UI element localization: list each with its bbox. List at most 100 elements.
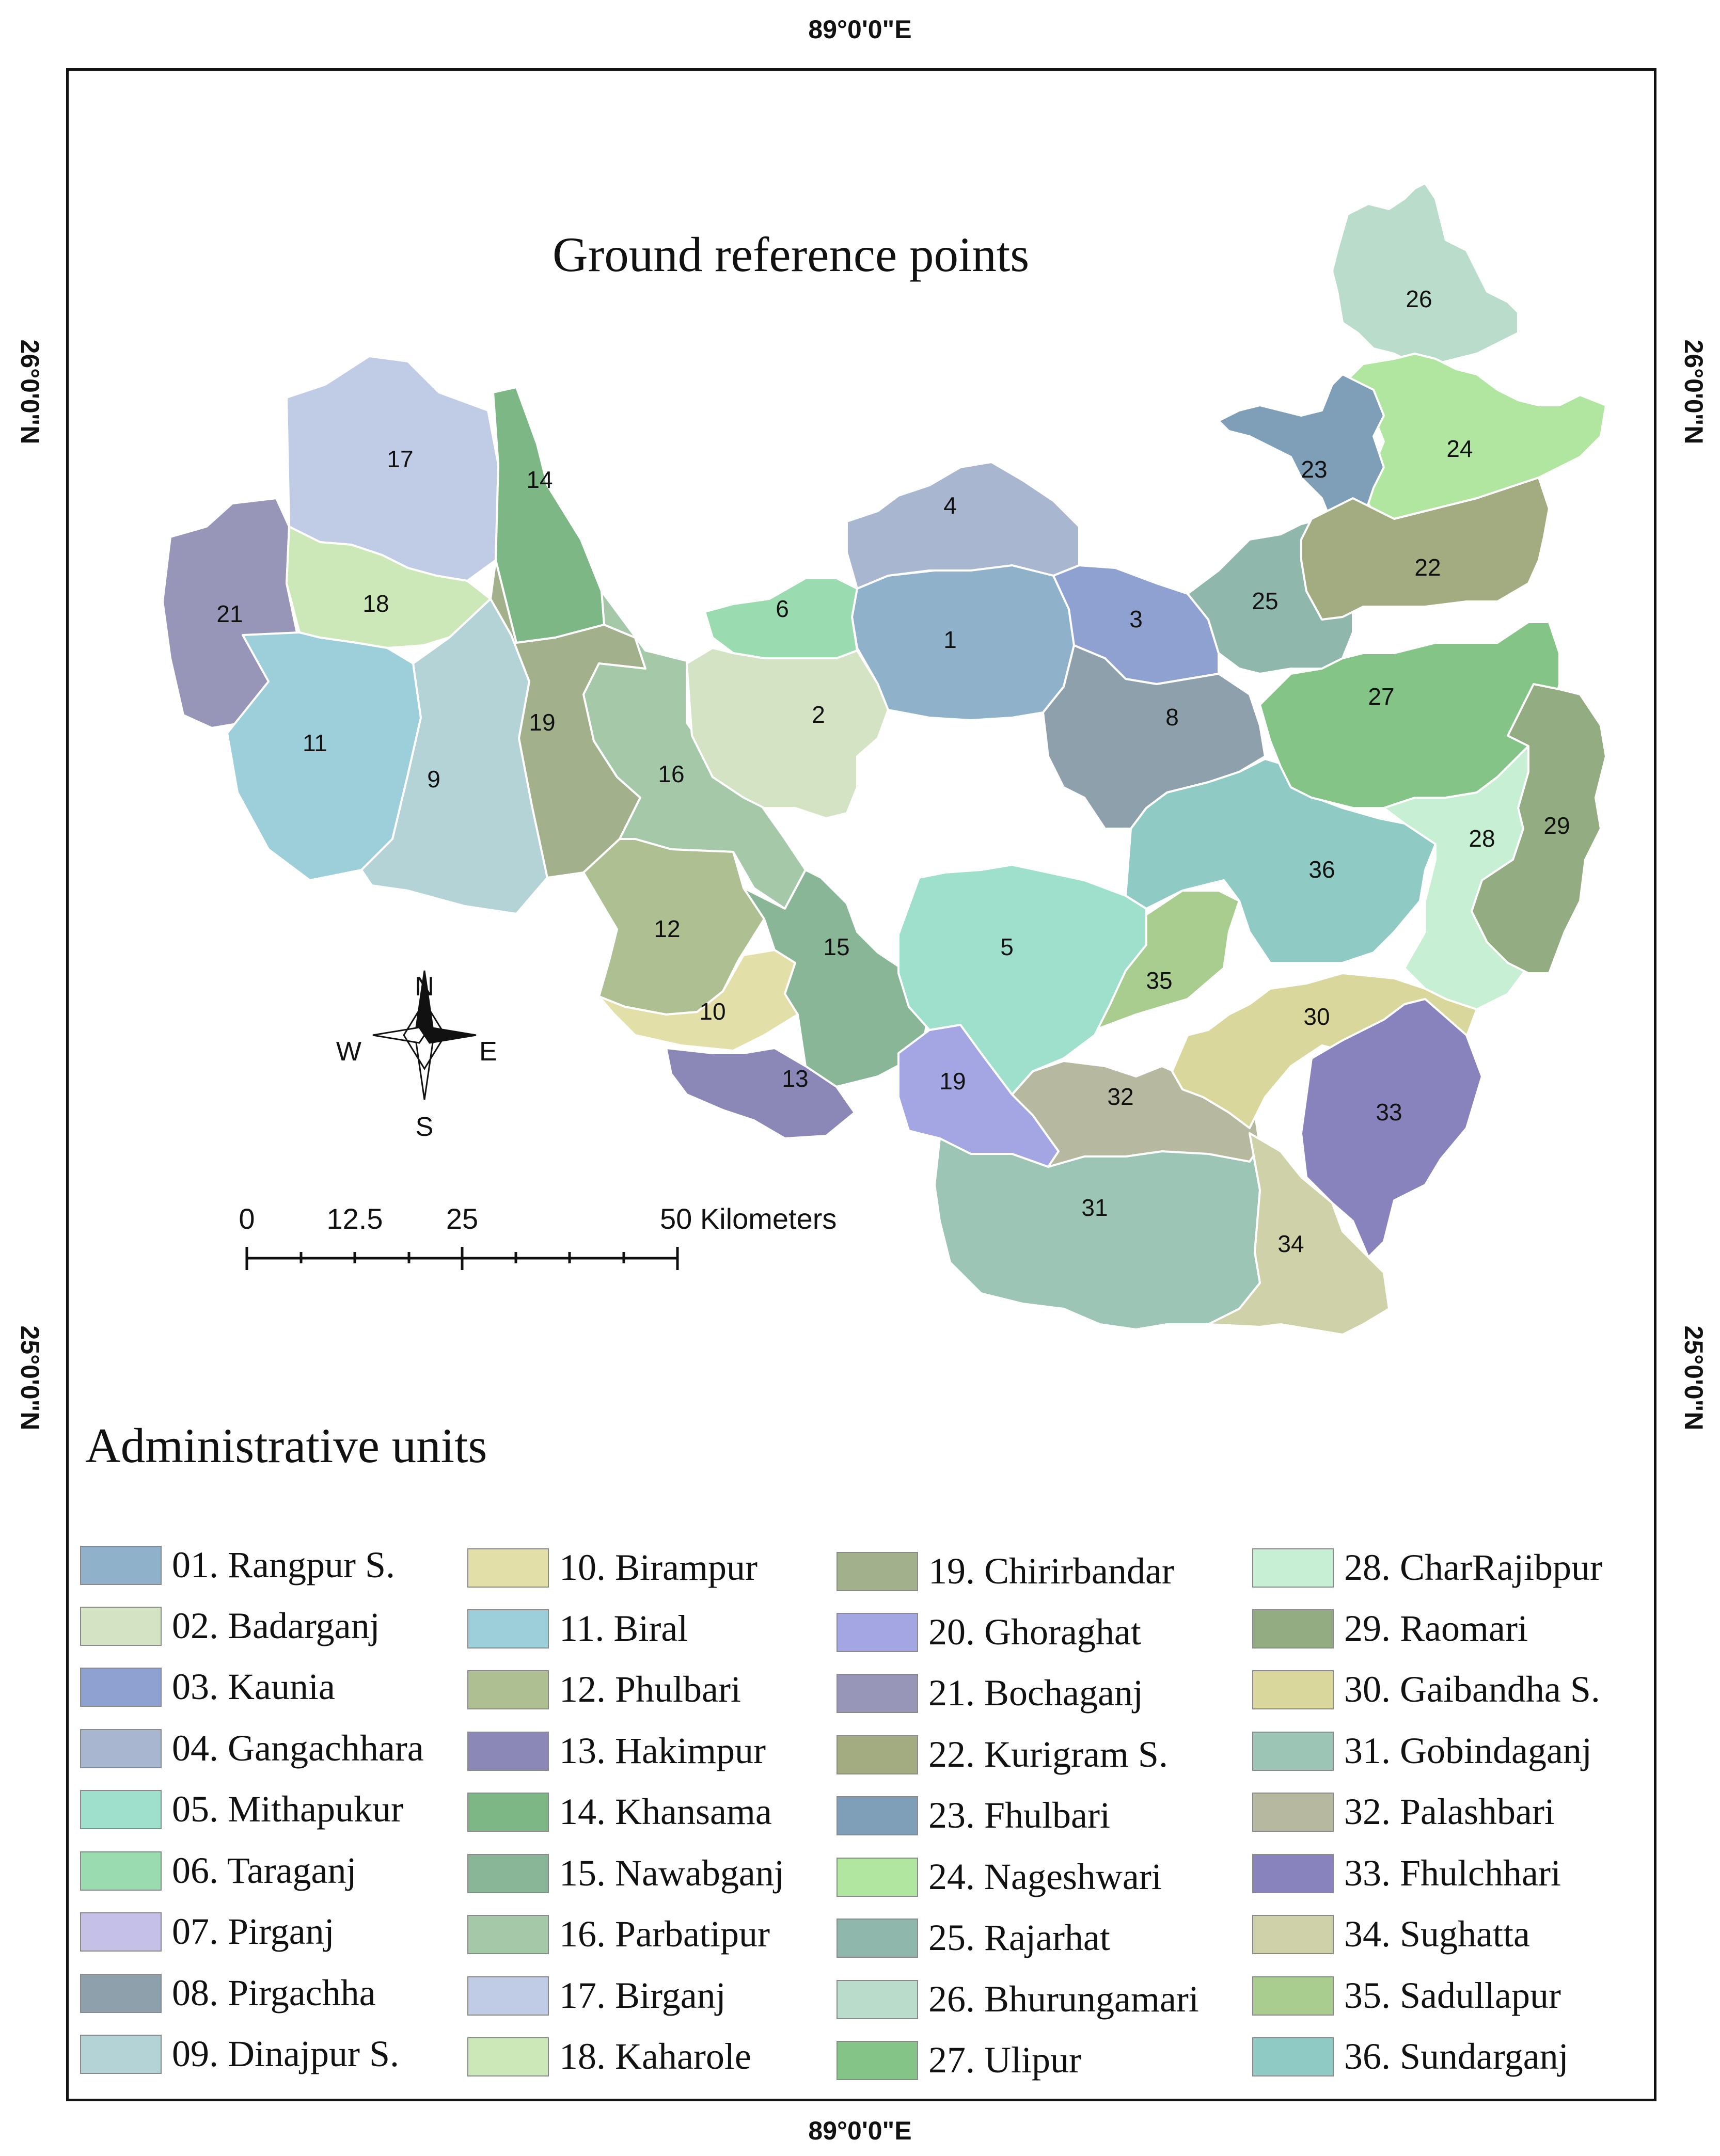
map-region-label: 9 [427,766,440,792]
scale-tick-25: 25 [446,1202,478,1235]
bottom-longitude-label: 89°0'0"E [808,2116,912,2145]
legend-label: 22. Kurigram S. [928,1734,1168,1775]
legend-label: 32. Palashbari [1344,1791,1555,1832]
legend-title: Administrative units [85,1418,487,1473]
map-region-label: 22 [1414,554,1441,581]
map-region-label: 11 [303,730,327,756]
map-region-label: 31 [1081,1194,1108,1221]
scale-tick-50: 50 Kilometers [660,1202,837,1235]
legend-swatch [1252,1609,1334,1648]
legend-swatch [467,1548,549,1588]
legend-swatch [80,1974,162,2013]
legend-swatch [80,1790,162,1829]
legend-swatch [467,1670,549,1709]
north-label: N [415,972,434,1002]
legend-swatch [837,1796,918,1835]
map-region-label: 27 [1368,683,1394,710]
map-region [1331,182,1519,365]
legend-label: 14. Khansama [559,1791,772,1832]
west-label: W [336,1037,361,1067]
map-region [1300,477,1550,621]
legend-swatch [80,1668,162,1707]
map-region-label: 8 [1165,704,1179,731]
legend-label: 13. Hakimpur [559,1730,766,1771]
legend-label: 17. Birganj [559,1975,726,2016]
legend-label: 35. Sadullapur [1344,1975,1561,2016]
legend-label: 05. Mithapukur [172,1788,403,1830]
legend-label: 24. Nageshwari [928,1856,1162,1897]
legend-swatch [80,2035,162,2074]
legend-swatch [1252,1670,1334,1709]
map-region-label: 1 [943,626,957,653]
map-region-label: 5 [1000,933,1014,960]
legend-label: 19. Chirirbandar [928,1550,1174,1592]
map-region [686,647,889,819]
legend-swatch [1252,1976,1334,2016]
legend-label: 06. Taraganj [172,1850,357,1891]
map-region-label: 28 [1469,825,1495,852]
map-region-label: 36 [1308,856,1335,883]
south-label: S [416,1112,434,1142]
map-region-label: 25 [1252,588,1278,614]
legend-label: 15. Nawabganj [559,1852,784,1894]
legend-label: 12. Phulbari [559,1669,741,1710]
map-region-label: 3 [1129,606,1143,632]
map-region-label: 4 [943,492,957,519]
legend-swatch [467,1732,549,1771]
map-region-label: 32 [1107,1083,1133,1110]
map-region [1471,683,1607,974]
legend-label: 31. Gobindaganj [1344,1730,1592,1771]
legend-label: 29. Raomari [1344,1608,1528,1649]
map-region-label: 12 [654,915,680,942]
map-region [846,461,1080,590]
legend-swatch [467,1976,549,2016]
legend-swatch [467,1854,549,1893]
map-regions [162,182,1607,1336]
legend-swatch [1252,1548,1334,1588]
legend-label: 09. Dinajpur S. [172,2033,399,2074]
legend-swatch [1252,2037,1334,2076]
north-arrow-icon: N S W E [336,970,497,1142]
legend-swatch [837,1858,918,1897]
map-region [492,386,605,644]
map-region-label: 33 [1376,1099,1402,1125]
map-region-label: 15 [823,933,849,960]
legend-label: 08. Pirgachha [172,1972,376,2014]
legend-label: 16. Parbatipur [559,1913,770,1955]
map-region-label: 34 [1277,1230,1304,1257]
legend-swatch [1252,1854,1334,1893]
legend-swatch [837,1674,918,1713]
map-region [1125,758,1437,964]
map-title: Ground reference points [553,227,1030,282]
scale-tick-0: 0 [239,1202,255,1235]
map-region [1342,353,1607,520]
map-region-label: 24 [1446,435,1473,462]
map-frame [66,68,1656,2101]
map-region-label: 10 [699,998,725,1025]
map-region [934,1132,1261,1330]
legend-label: 07. Pirganj [172,1911,335,1952]
map-region-label: 29 [1543,812,1570,839]
legend-label: 30. Gaibandha S. [1344,1669,1600,1710]
map-region [665,1047,856,1139]
legend-swatch [1252,1793,1334,1832]
map-region [851,564,1075,721]
scale-bar [245,1247,679,1270]
legend-label: 20. Ghoraghat [928,1611,1141,1653]
map-region [1300,998,1483,1258]
legend-swatch [1252,1732,1334,1771]
map-region-label: 35 [1146,967,1172,994]
legend-swatch [80,1851,162,1891]
legend-swatch [837,1613,918,1652]
map-region [897,864,1147,1096]
legend-swatch [80,1546,162,1585]
east-label: E [479,1037,497,1067]
map-region-label: 14 [526,466,553,493]
legend-label: 18. Kaharole [559,2036,751,2077]
map-region-label: 18 [362,590,389,617]
top-longitude-label: 89°0'0"E [808,15,912,44]
map-region-label: 6 [776,595,789,622]
map-region-label: 17 [387,446,413,472]
